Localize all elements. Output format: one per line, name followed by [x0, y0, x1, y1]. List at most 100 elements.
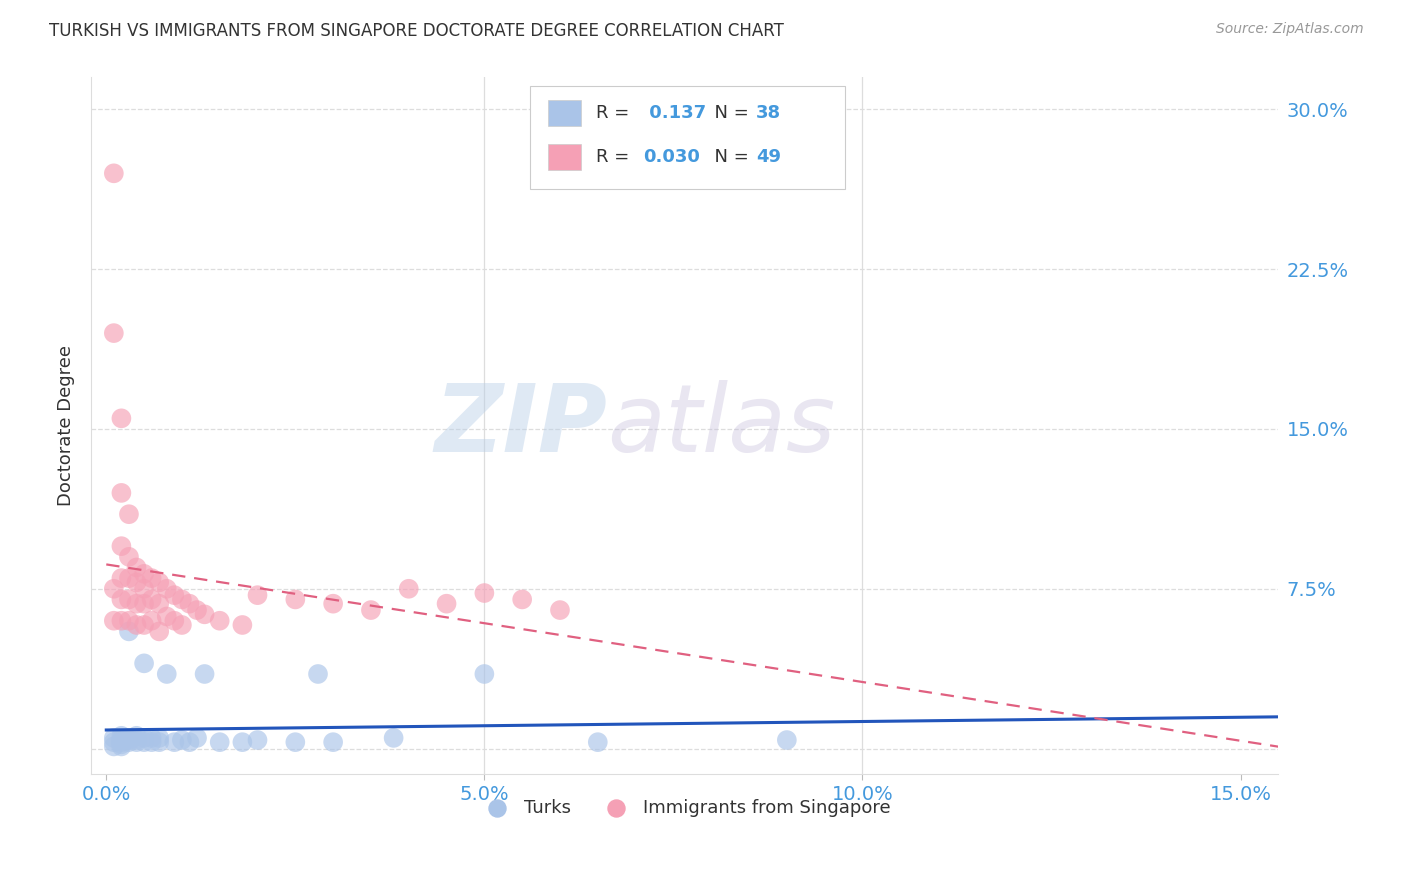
Point — [125, 735, 148, 749]
Point — [148, 597, 170, 611]
Text: atlas: atlas — [607, 380, 835, 471]
Point — [436, 597, 458, 611]
Point — [125, 560, 148, 574]
Point — [246, 733, 269, 747]
Point — [110, 739, 132, 754]
Point — [156, 667, 179, 681]
Point — [170, 733, 193, 747]
Point — [132, 566, 155, 581]
Text: R =: R = — [596, 104, 634, 122]
Point — [141, 731, 163, 745]
Point — [548, 603, 571, 617]
Point — [103, 614, 125, 628]
Point — [110, 733, 132, 747]
Point — [118, 592, 141, 607]
Point — [141, 735, 163, 749]
Point — [132, 618, 155, 632]
Point — [110, 571, 132, 585]
Point — [103, 326, 125, 340]
Point — [141, 614, 163, 628]
FancyBboxPatch shape — [548, 144, 582, 170]
Point — [284, 735, 307, 749]
Text: N =: N = — [703, 104, 754, 122]
Point — [322, 735, 344, 749]
Point — [231, 618, 253, 632]
Point — [125, 597, 148, 611]
Point — [132, 731, 155, 745]
Point — [110, 737, 132, 751]
Point — [179, 597, 201, 611]
Text: N =: N = — [703, 148, 754, 166]
Point — [118, 735, 141, 749]
Point — [110, 729, 132, 743]
Point — [163, 735, 186, 749]
Point — [246, 588, 269, 602]
Point — [110, 592, 132, 607]
Point — [132, 597, 155, 611]
Point — [125, 729, 148, 743]
Point — [194, 667, 217, 681]
Point — [148, 575, 170, 590]
Text: R =: R = — [596, 148, 634, 166]
Point — [360, 603, 382, 617]
Point — [141, 571, 163, 585]
Point — [118, 571, 141, 585]
Legend: Turks, Immigrants from Singapore: Turks, Immigrants from Singapore — [471, 792, 898, 824]
Text: 49: 49 — [756, 148, 780, 166]
Point — [118, 733, 141, 747]
Point — [148, 624, 170, 639]
Text: 38: 38 — [756, 104, 782, 122]
Y-axis label: Doctorate Degree: Doctorate Degree — [58, 345, 75, 507]
Point — [110, 614, 132, 628]
Point — [118, 624, 141, 639]
Text: Source: ZipAtlas.com: Source: ZipAtlas.com — [1216, 22, 1364, 37]
Text: ZIP: ZIP — [434, 380, 607, 472]
Point — [208, 614, 231, 628]
Point — [103, 739, 125, 754]
Point — [103, 166, 125, 180]
Point — [110, 486, 132, 500]
Point — [179, 735, 201, 749]
Point — [110, 735, 132, 749]
Point — [510, 592, 533, 607]
Point — [284, 592, 307, 607]
FancyBboxPatch shape — [548, 100, 582, 126]
Point — [125, 733, 148, 747]
Point — [163, 588, 186, 602]
Point — [118, 614, 141, 628]
Point — [186, 603, 208, 617]
Point — [125, 575, 148, 590]
Point — [398, 582, 420, 596]
Point — [231, 735, 253, 749]
Point — [776, 733, 799, 747]
Point — [148, 735, 170, 749]
Point — [148, 731, 170, 745]
Text: 0.137: 0.137 — [643, 104, 706, 122]
Point — [170, 618, 193, 632]
Point — [110, 411, 132, 425]
Point — [141, 592, 163, 607]
Point — [208, 735, 231, 749]
Point — [103, 731, 125, 745]
Point — [474, 667, 496, 681]
Point — [132, 582, 155, 596]
Point — [156, 609, 179, 624]
FancyBboxPatch shape — [530, 86, 845, 189]
Point — [382, 731, 405, 745]
Point — [103, 582, 125, 596]
Point — [125, 618, 148, 632]
Point — [163, 614, 186, 628]
Point — [156, 582, 179, 596]
Point — [118, 549, 141, 564]
Text: TURKISH VS IMMIGRANTS FROM SINGAPORE DOCTORATE DEGREE CORRELATION CHART: TURKISH VS IMMIGRANTS FROM SINGAPORE DOC… — [49, 22, 785, 40]
Point — [322, 597, 344, 611]
Point — [586, 735, 609, 749]
Point — [170, 592, 193, 607]
Point — [194, 607, 217, 622]
Point — [118, 507, 141, 521]
Point — [103, 735, 125, 749]
Point — [474, 586, 496, 600]
Point — [132, 657, 155, 671]
Point — [118, 731, 141, 745]
Point — [186, 731, 208, 745]
